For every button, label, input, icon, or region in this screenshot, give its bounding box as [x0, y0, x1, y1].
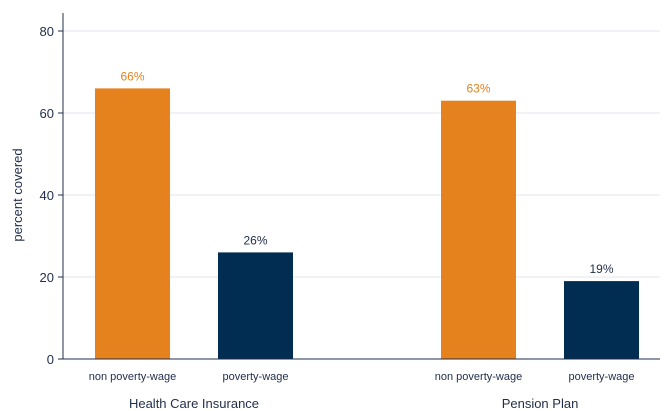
bars: [95, 88, 639, 360]
group-label: Health Care Insurance: [129, 396, 259, 411]
bar-category-label: non poverty-wage: [435, 371, 522, 383]
y-tick-label: 0: [47, 352, 54, 367]
group-label: Pension Plan: [502, 396, 579, 411]
bar-value-label: 63%: [466, 82, 490, 96]
bar-non-poverty-wage: [441, 100, 516, 359]
y-tick-label: 80: [40, 24, 54, 39]
bar-poverty-wage: [564, 281, 639, 359]
bar-value-label: 19%: [589, 262, 613, 276]
y-ticks: 0 20 40 60 80: [40, 24, 63, 367]
bar-poverty-wage: [218, 252, 293, 359]
axes: [62, 13, 660, 360]
bar-category-label: poverty-wage: [222, 371, 288, 383]
y-tick-label: 40: [40, 188, 54, 203]
category-labels: 66% non poverty-wage 26% poverty-wage Health…: [89, 69, 635, 411]
y-axis-title: percent covered: [10, 148, 25, 241]
bar-category-label: non poverty-wage: [89, 371, 176, 383]
bar-value-label: 26%: [243, 233, 267, 247]
bar-category-label: poverty-wage: [568, 371, 634, 383]
y-tick-label: 60: [40, 106, 54, 121]
y-tick-label: 20: [40, 270, 54, 285]
bar-value-label: 66%: [120, 69, 144, 83]
bar-non-poverty-wage: [95, 88, 170, 360]
